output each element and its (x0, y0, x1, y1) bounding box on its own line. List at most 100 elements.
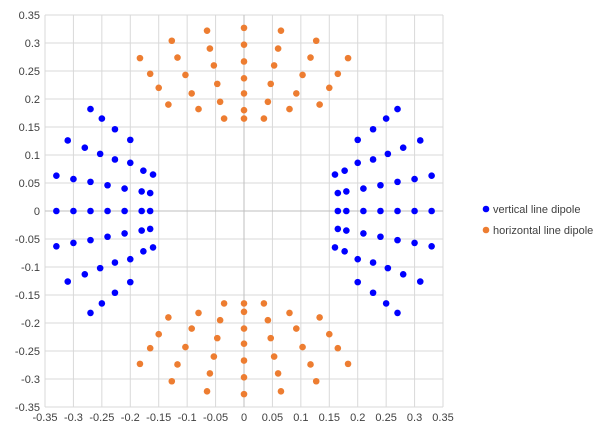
y-tick-label: 0.2 (25, 94, 40, 106)
y-tick-labels: -0.35 -0.3 -0.25 -0.2 -0.15 -0.1 -0.05 0 0.05 0.1… (15, 10, 40, 414)
data-point (270, 353, 278, 360)
data-point (146, 225, 154, 233)
data-point (240, 58, 248, 65)
data-point (264, 98, 272, 106)
data-point (126, 278, 134, 286)
data-point (240, 115, 248, 122)
data-point (70, 239, 77, 247)
data-point (140, 248, 147, 255)
data-point (182, 71, 189, 79)
data-point (369, 259, 377, 266)
x-tick-label: -0.3 (64, 412, 83, 424)
data-point (428, 207, 435, 215)
data-point (188, 90, 195, 97)
data-point (240, 390, 248, 398)
data-point (64, 137, 72, 144)
data-point (98, 115, 106, 122)
x-tick-label: -0.1 (178, 412, 197, 424)
data-point (195, 105, 202, 113)
data-point (369, 156, 377, 163)
data-point (111, 259, 119, 266)
data-point (399, 144, 407, 152)
data-point (354, 278, 362, 286)
data-point (87, 207, 94, 215)
data-point (369, 125, 377, 133)
data-point (411, 175, 418, 183)
data-point (165, 101, 172, 108)
y-tick-label: 0 (34, 206, 40, 218)
data-point (138, 207, 145, 215)
data-point (240, 90, 248, 97)
data-point (274, 45, 282, 52)
data-point (140, 167, 147, 174)
data-point (270, 62, 278, 69)
data-point (394, 178, 401, 186)
data-point (87, 309, 94, 317)
x-tick-label: 0.2 (350, 412, 365, 424)
data-point (354, 136, 362, 144)
data-point (138, 227, 145, 234)
data-point (111, 156, 119, 163)
data-point (399, 270, 407, 278)
legend-marker (482, 205, 490, 213)
y-tick-label: -0.3 (21, 374, 40, 386)
data-point (98, 300, 106, 307)
data-point (168, 37, 176, 45)
data-point (206, 370, 214, 377)
data-point (240, 357, 248, 364)
legend-label: horizontal line dipole (493, 225, 593, 237)
data-point (64, 278, 72, 285)
data-point (146, 344, 154, 352)
x-tick-label: 0.1 (293, 412, 308, 424)
data-point (240, 106, 248, 114)
data-point (136, 360, 144, 368)
y-tick-label: -0.35 (15, 402, 40, 414)
data-point (331, 171, 339, 178)
data-point (307, 361, 314, 368)
data-point (341, 248, 348, 255)
data-point (146, 207, 154, 215)
data-point (195, 309, 202, 317)
data-point (104, 181, 111, 189)
data-point (240, 41, 248, 48)
data-point (316, 101, 323, 108)
data-point (360, 207, 367, 215)
y-tick-label: -0.25 (15, 346, 40, 358)
data-point (411, 207, 418, 215)
data-point (286, 105, 293, 113)
data-point (344, 54, 352, 62)
data-point (334, 344, 342, 352)
x-tick-label: -0.05 (203, 412, 228, 424)
data-point (325, 330, 333, 338)
x-tick-label: -0.25 (89, 412, 114, 424)
data-point (220, 115, 228, 122)
data-point (299, 343, 306, 351)
data-point (165, 314, 172, 321)
data-point (182, 343, 189, 351)
data-point (240, 300, 248, 307)
data-point (260, 115, 268, 122)
data-point (293, 325, 300, 332)
data-point (81, 144, 89, 152)
data-point (240, 24, 248, 32)
data-point (331, 244, 339, 251)
data-point (377, 207, 384, 215)
data-point (168, 377, 176, 385)
data-point (264, 316, 272, 324)
data-point (87, 105, 94, 113)
data-point (411, 239, 418, 247)
data-point (334, 70, 342, 78)
data-point (216, 98, 224, 106)
x-tick-label: -0.35 (32, 412, 57, 424)
data-point (416, 137, 424, 144)
series-horizontal-line-dipole (136, 24, 352, 398)
legend: vertical line dipole horizontal line dipo… (482, 204, 593, 237)
data-point (138, 188, 145, 195)
data-point (111, 289, 119, 297)
data-point (136, 54, 144, 62)
data-point (203, 388, 211, 395)
data-point (267, 80, 275, 88)
x-tick-labels: -0.35 -0.3 -0.25 -0.2 -0.15 -0.1 -0.05 0 0.05 0.1… (32, 412, 453, 424)
y-tick-label: -0.05 (15, 234, 40, 246)
